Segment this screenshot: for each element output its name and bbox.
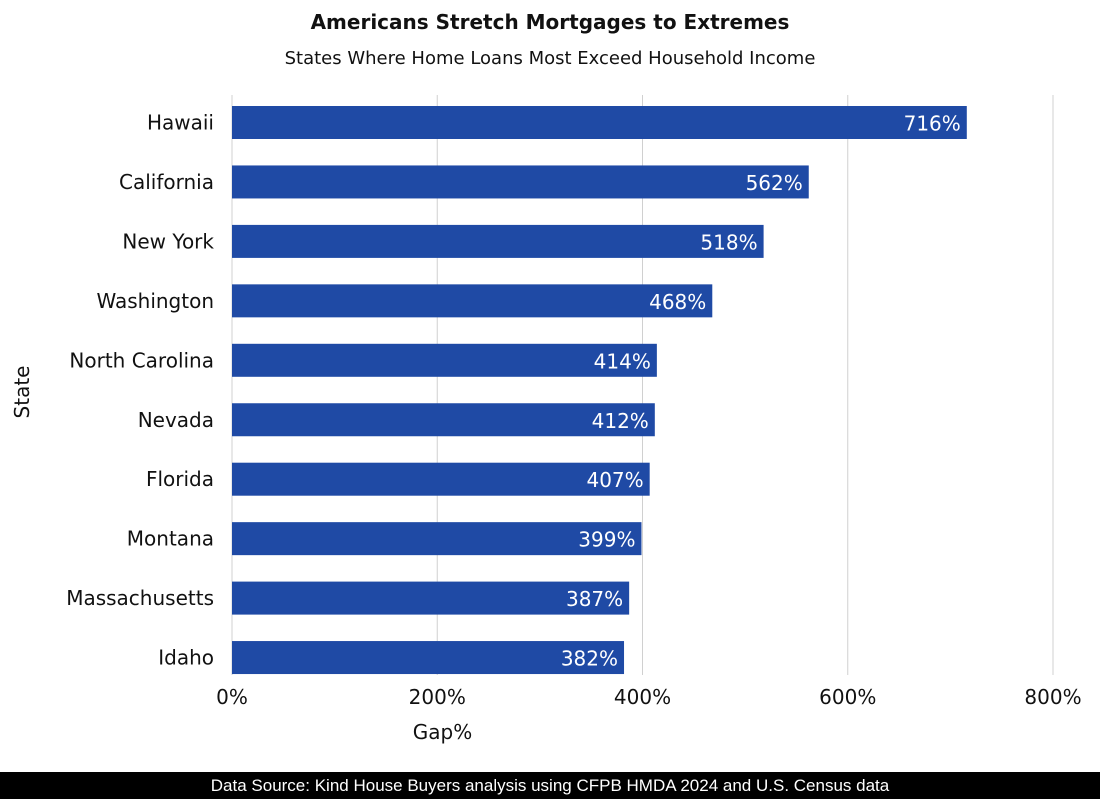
y-axis-title: State [10, 366, 34, 419]
y-tick-label: Idaho [158, 646, 214, 670]
y-tick-label: Massachusetts [66, 586, 214, 610]
data-label: 399% [578, 528, 635, 552]
y-tick-label: Washington [96, 289, 214, 313]
x-axis-title: Gap% [413, 720, 472, 744]
bar-california [232, 165, 809, 199]
data-label: 414% [594, 349, 651, 373]
x-tick-label: 400% [614, 685, 671, 709]
data-label: 412% [592, 409, 649, 433]
data-label: 716% [904, 112, 961, 136]
y-tick-label: Hawaii [147, 111, 214, 135]
chart-title: Americans Stretch Mortgages to Extremes [310, 10, 790, 34]
bar-washington [232, 284, 713, 318]
bar-florida [232, 462, 650, 496]
x-tick-label: 800% [1024, 685, 1081, 709]
data-label: 387% [566, 587, 623, 611]
data-label: 407% [586, 468, 643, 492]
y-tick-label: Montana [127, 527, 214, 551]
bar-massachusetts [232, 581, 630, 615]
data-label: 518% [700, 230, 757, 254]
y-tick-label: Florida [146, 467, 214, 491]
x-tick-label: 200% [409, 685, 466, 709]
data-source-footer: Data Source: Kind House Buyers analysis … [0, 772, 1100, 799]
x-tick-label: 0% [216, 685, 248, 709]
chart-subtitle: States Where Home Loans Most Exceed Hous… [284, 48, 816, 69]
bar-idaho [232, 641, 625, 675]
data-label: 468% [649, 290, 706, 314]
y-tick-label: North Carolina [69, 348, 214, 372]
y-tick-label: California [119, 170, 214, 194]
bar-nevada [232, 403, 655, 437]
bar-hawaii [232, 106, 967, 139]
data-label: 562% [746, 171, 803, 195]
bar-north-carolina [232, 343, 657, 377]
data-label: 382% [561, 647, 618, 671]
y-tick-label: Nevada [138, 408, 214, 432]
bar-new-york [232, 224, 764, 258]
bar-montana [232, 522, 642, 556]
y-tick-label: New York [122, 229, 214, 253]
x-tick-label: 600% [819, 685, 876, 709]
